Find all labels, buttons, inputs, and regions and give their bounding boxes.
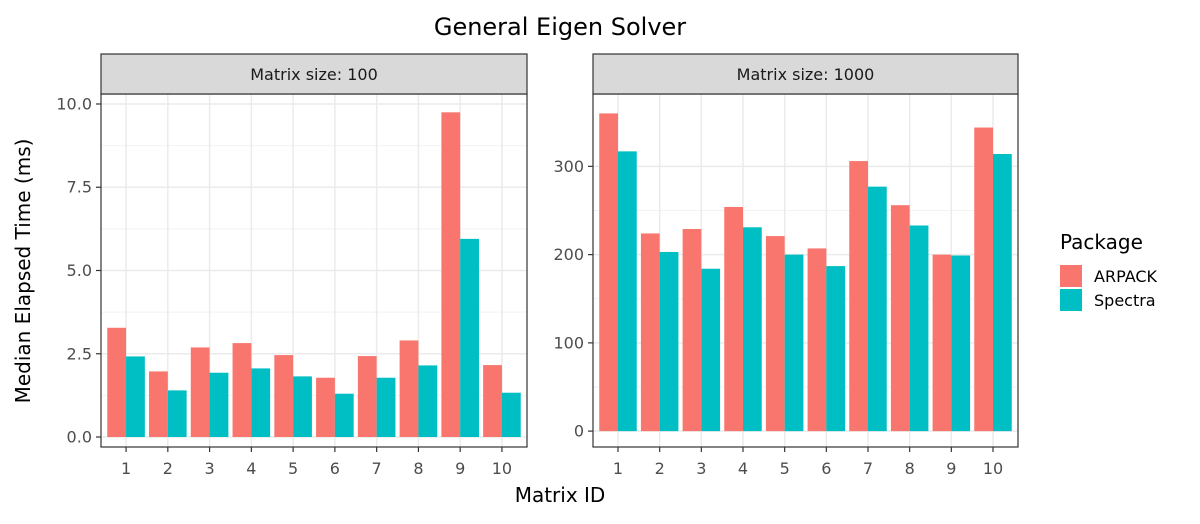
y-axis-title: Median Elapsed Time (ms) <box>11 139 35 404</box>
bar-spectra-9 <box>460 238 479 438</box>
bar-spectra-10 <box>993 154 1012 432</box>
bar-arpack-2 <box>640 233 660 432</box>
bar-arpack-4 <box>724 206 743 432</box>
x-tick-label: 9 <box>455 459 465 478</box>
x-tick-label: 6 <box>330 459 340 478</box>
x-tick-label: 4 <box>246 459 256 478</box>
bar-spectra-2 <box>167 390 187 438</box>
bar-spectra-6 <box>334 393 354 438</box>
x-tick-label: 2 <box>655 459 665 478</box>
bar-spectra-3 <box>701 268 721 432</box>
y-tick-label: 0 <box>574 422 584 441</box>
x-tick-label: 10 <box>983 459 1003 478</box>
bar-arpack-10 <box>483 365 502 438</box>
legend-swatch-spectra <box>1060 289 1082 311</box>
y-tick-label: 200 <box>553 245 584 264</box>
strip-label: Matrix size: 1000 <box>737 65 875 84</box>
bar-spectra-8 <box>418 365 438 438</box>
bar-arpack-7 <box>849 161 868 432</box>
bar-arpack-9 <box>441 112 461 438</box>
x-tick-label: 9 <box>946 459 956 478</box>
legend: Package ARPACK Spectra <box>1060 230 1158 311</box>
legend-swatch-arpack <box>1060 265 1082 287</box>
bar-spectra-10 <box>501 392 521 438</box>
bar-spectra-6 <box>826 266 846 432</box>
bar-spectra-8 <box>909 225 929 432</box>
x-tick-label: 8 <box>905 459 915 478</box>
x-tick-label: 6 <box>821 459 831 478</box>
legend-title: Package <box>1060 230 1143 254</box>
y-tick-label: 5.0 <box>67 261 92 280</box>
bar-arpack-6 <box>316 377 335 438</box>
bar-arpack-8 <box>399 340 419 438</box>
strip-background <box>100 53 528 95</box>
x-tick-label: 2 <box>163 459 173 478</box>
bar-spectra-1 <box>618 151 637 432</box>
y-tick-label: 0.0 <box>67 428 92 447</box>
x-tick-label: 7 <box>372 459 382 478</box>
x-tick-label: 1 <box>121 459 131 478</box>
y-tick-label: 7.5 <box>67 178 92 197</box>
legend-label-spectra: Spectra <box>1094 291 1156 310</box>
x-tick-label: 1 <box>613 459 623 478</box>
panel-1: Matrix size: 100 0.0 2.5 5.0 7.5 10.0 1 2 3 4 5 6 7 8… <box>56 53 528 478</box>
bar-spectra-3 <box>209 372 229 438</box>
strip-label: Matrix size: 100 <box>250 65 378 84</box>
y-tick-label: 2.5 <box>67 344 92 363</box>
x-tick-label: 3 <box>204 459 214 478</box>
bar-spectra-7 <box>868 186 887 432</box>
bar-arpack-3 <box>682 229 702 432</box>
bar-spectra-4 <box>251 368 271 438</box>
panel-2: Matrix size: 1000 0 100 200 300 1 2 3 4 5 6 7 8 9 10 <box>553 53 1019 478</box>
bar-arpack-4 <box>232 343 252 438</box>
x-tick-label: 10 <box>492 459 512 478</box>
x-axis-title: Matrix ID <box>515 483 606 507</box>
bar-spectra-1 <box>126 356 145 438</box>
x-tick-label: 3 <box>696 459 706 478</box>
bar-spectra-9 <box>951 255 971 432</box>
legend-label-arpack: ARPACK <box>1094 267 1158 286</box>
bar-arpack-5 <box>765 236 785 432</box>
y-tick-label: 300 <box>553 157 584 176</box>
legend-items: ARPACK Spectra <box>1060 265 1158 311</box>
bar-spectra-5 <box>784 254 804 432</box>
bar-spectra-4 <box>743 227 762 432</box>
chart-title: General Eigen Solver <box>434 13 686 41</box>
x-tick-label: 5 <box>780 459 790 478</box>
x-tick-label: 4 <box>738 459 748 478</box>
bar-arpack-2 <box>149 371 168 438</box>
bar-arpack-1 <box>107 327 127 438</box>
panels-group: Matrix size: 100 0.0 2.5 5.0 7.5 10.0 1 2 3 4 5 6 7 8… <box>56 53 1019 478</box>
bar-arpack-1 <box>599 113 618 432</box>
y-tick-label: 10.0 <box>56 94 92 113</box>
strip-background <box>592 53 1019 95</box>
bar-arpack-10 <box>974 127 993 432</box>
bar-arpack-9 <box>932 254 952 432</box>
x-tick-label: 5 <box>288 459 298 478</box>
bar-arpack-5 <box>274 355 294 438</box>
bar-spectra-2 <box>659 251 679 432</box>
bar-arpack-3 <box>190 347 210 438</box>
bar-spectra-5 <box>293 376 312 438</box>
bar-spectra-7 <box>376 377 396 438</box>
bar-arpack-8 <box>890 205 910 432</box>
x-tick-label: 7 <box>863 459 873 478</box>
y-tick-label: 100 <box>553 333 584 352</box>
bar-arpack-7 <box>357 356 377 438</box>
x-tick-label: 8 <box>413 459 423 478</box>
bar-arpack-6 <box>807 248 827 432</box>
